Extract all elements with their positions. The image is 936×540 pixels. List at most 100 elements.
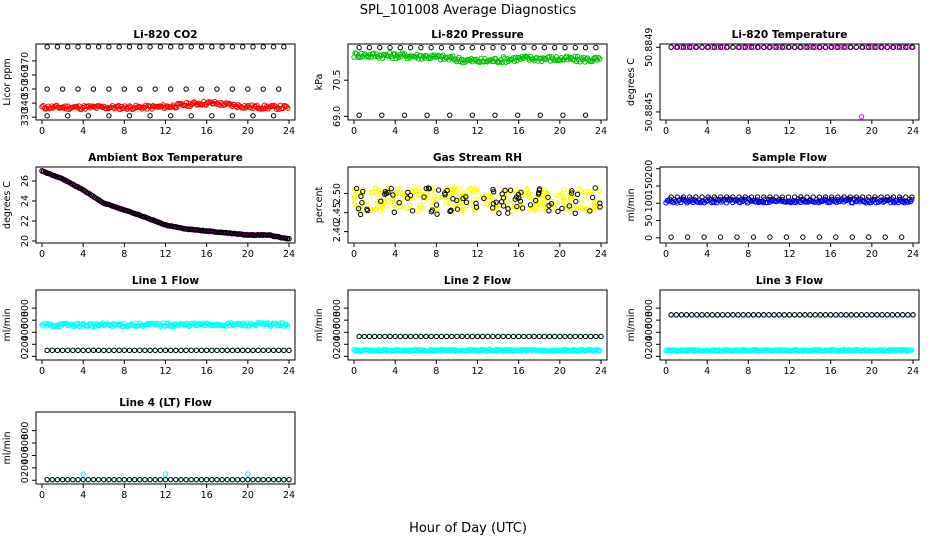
data-point	[872, 44, 878, 50]
data-point	[537, 55, 544, 61]
data-point	[409, 187, 416, 193]
data-point	[464, 333, 470, 340]
data-point	[219, 44, 225, 50]
data-point	[485, 333, 491, 340]
data-point	[900, 312, 906, 318]
data-point	[351, 195, 357, 201]
x-tick-label: 4	[80, 366, 86, 377]
data-point	[413, 333, 419, 340]
data-point	[402, 333, 409, 340]
data-point	[217, 321, 223, 328]
data-point	[594, 57, 600, 63]
data-point	[828, 194, 835, 200]
data-point	[556, 193, 562, 199]
data-point	[448, 207, 454, 214]
data-point	[725, 312, 731, 318]
x-tick-label: 0	[39, 490, 45, 501]
data-point	[427, 189, 434, 195]
data-point	[572, 44, 578, 51]
y-tick-label: 400	[20, 323, 31, 341]
data-point	[90, 86, 97, 92]
data-point	[70, 476, 76, 483]
y-tick-label: 600	[20, 311, 31, 329]
data-point	[106, 347, 112, 354]
data-point	[510, 333, 517, 340]
y-tick-label: 2.40	[332, 221, 343, 242]
data-point	[555, 208, 561, 215]
data-point	[905, 199, 911, 205]
y-tick-label: 70.5	[332, 70, 343, 91]
data-point	[392, 333, 398, 340]
data-point	[359, 200, 365, 206]
data-point	[709, 312, 716, 318]
data-point	[428, 44, 434, 51]
x-tick-label: 12	[471, 126, 483, 137]
data-point	[80, 471, 86, 477]
data-point	[209, 347, 215, 354]
data-point	[75, 86, 81, 92]
data-point	[493, 346, 499, 353]
y-tick-label: 2.50	[332, 183, 343, 204]
data-point	[378, 198, 384, 204]
data-point	[693, 194, 699, 200]
data-point	[176, 322, 182, 328]
data-point	[131, 347, 138, 354]
data-point	[281, 476, 287, 483]
data-point	[425, 55, 431, 62]
data-point	[562, 333, 568, 340]
data-point	[126, 44, 133, 50]
data-point	[767, 44, 773, 50]
data-point	[193, 476, 200, 483]
data-point	[162, 104, 169, 110]
data-point	[433, 333, 440, 340]
data-point	[379, 203, 386, 210]
y-tick-label: 800	[644, 299, 655, 317]
data-point	[250, 44, 256, 50]
data-point	[668, 44, 674, 50]
data-point	[260, 347, 266, 354]
data-point	[368, 54, 374, 60]
data-point	[750, 312, 757, 318]
data-point	[730, 194, 736, 200]
data-point	[90, 347, 97, 354]
data-point	[492, 112, 498, 118]
data-point	[245, 476, 251, 483]
y-axis-label: ml/min	[2, 431, 13, 464]
data-point	[387, 333, 393, 340]
panel-title: Sample Flow	[752, 152, 827, 164]
data-point	[853, 194, 860, 200]
x-tick-label: 24	[595, 249, 607, 260]
data-point	[875, 348, 882, 354]
data-point	[514, 187, 520, 193]
data-point	[554, 200, 560, 206]
data-point	[498, 199, 505, 205]
data-point	[872, 196, 878, 203]
y-tick-label: 20	[20, 235, 31, 247]
data-point	[165, 103, 171, 109]
data-point	[553, 192, 560, 198]
y-tick-label: 24	[20, 195, 31, 207]
data-point	[173, 476, 179, 483]
data-point	[449, 333, 455, 340]
panel-title: Li-820 Temperature	[732, 29, 848, 41]
figure-title: SPL_101008 Average Diagnostics	[360, 3, 577, 18]
data-point	[593, 333, 599, 340]
x-tick-label: 16	[513, 249, 525, 260]
data-point	[773, 44, 779, 50]
data-point	[85, 347, 92, 354]
data-point	[851, 347, 857, 353]
data-point	[886, 346, 893, 353]
data-point	[872, 194, 878, 200]
data-point	[461, 207, 467, 213]
data-point	[810, 44, 816, 50]
data-point	[822, 44, 829, 50]
data-point	[509, 346, 515, 353]
data-point	[474, 333, 481, 340]
data-point	[355, 54, 361, 61]
data-point	[476, 193, 482, 199]
data-point	[863, 312, 870, 318]
data-point	[116, 476, 122, 483]
data-point	[563, 347, 570, 353]
y-tick-label: 800	[20, 299, 31, 317]
series-minimum	[353, 185, 603, 218]
